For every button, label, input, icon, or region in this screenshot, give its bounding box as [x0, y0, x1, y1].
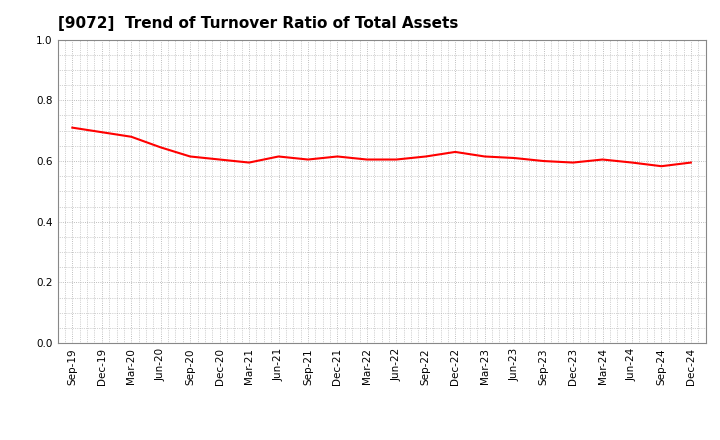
Text: [9072]  Trend of Turnover Ratio of Total Assets: [9072] Trend of Turnover Ratio of Total …: [58, 16, 458, 32]
